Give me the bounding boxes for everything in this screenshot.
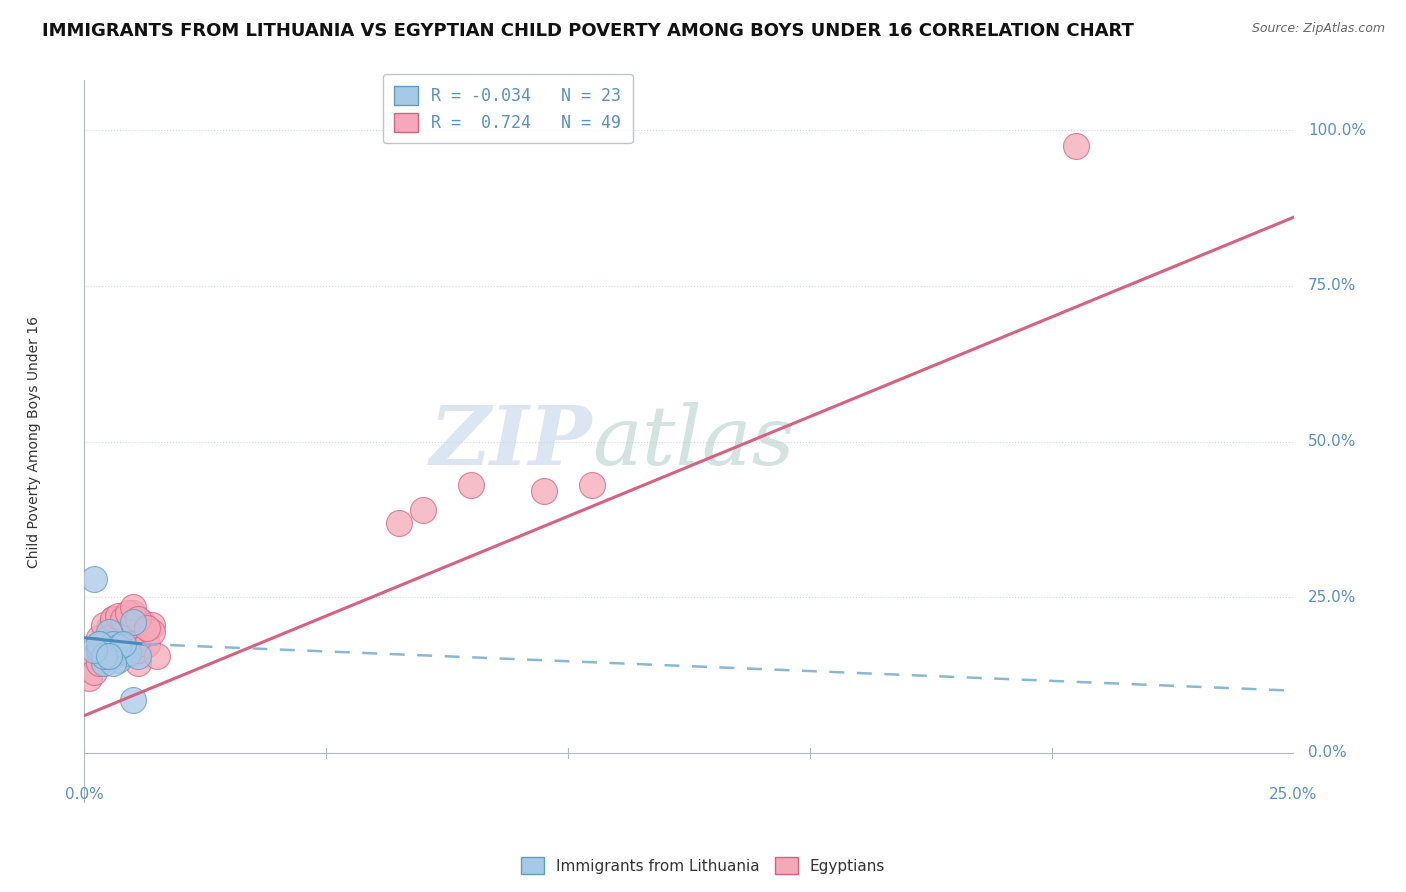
Point [87,637,110,651]
Point [103,612,125,626]
Text: Child Poverty Among Boys Under 16: Child Poverty Among Boys Under 16 [27,316,41,567]
Point [107,609,129,624]
Point [77,671,100,685]
Point [93,640,115,654]
Point [533,484,555,499]
Text: atlas: atlas [592,401,794,482]
Point [97,631,120,645]
Point [117,615,139,630]
Point [117,646,139,660]
Point [136,621,159,635]
Text: 100.0%: 100.0% [1308,122,1367,137]
Point [141,618,163,632]
Point [127,656,149,670]
Point [131,615,153,630]
Point [136,637,159,651]
Point [112,631,135,645]
Point [87,643,110,657]
Text: 25.0%: 25.0% [1308,590,1357,605]
Point [83,572,105,586]
Point [93,618,115,632]
Point [93,649,115,664]
Point [103,631,125,645]
Point [97,624,120,639]
Point [112,637,135,651]
Point [121,646,143,660]
Point [103,637,125,651]
Point [127,643,149,657]
Point [117,631,139,645]
Point [127,649,149,664]
Point [87,637,110,651]
Point [103,612,125,626]
Point [581,478,603,492]
Point [121,606,143,620]
Point [112,643,135,657]
Point [93,656,115,670]
Point [103,646,125,660]
Point [121,599,143,614]
Text: 50.0%: 50.0% [1308,434,1357,449]
Legend: Immigrants from Lithuania, Egyptians: Immigrants from Lithuania, Egyptians [515,851,891,880]
Point [121,693,143,707]
Point [1064,138,1087,153]
Point [121,615,143,630]
Text: ZIP: ZIP [430,401,592,482]
Text: 25.0%: 25.0% [1270,788,1317,802]
Legend: R = -0.034   N = 23, R =  0.724   N = 49: R = -0.034 N = 23, R = 0.724 N = 49 [382,74,633,144]
Point [87,656,110,670]
Point [112,640,135,654]
Text: IMMIGRANTS FROM LITHUANIA VS EGYPTIAN CHILD POVERTY AMONG BOYS UNDER 16 CORRELAT: IMMIGRANTS FROM LITHUANIA VS EGYPTIAN CH… [42,22,1135,40]
Point [127,612,149,626]
Point [93,649,115,664]
Text: 75.0%: 75.0% [1308,278,1357,293]
Point [97,649,120,664]
Point [107,624,129,639]
Point [87,643,110,657]
Point [97,649,120,664]
Point [97,621,120,635]
Point [112,612,135,626]
Point [97,646,120,660]
Point [388,516,411,530]
Point [83,665,105,679]
Point [107,618,129,632]
Point [146,649,169,664]
Point [121,637,143,651]
Point [412,503,434,517]
Point [107,652,129,666]
Point [83,643,105,657]
Point [107,640,129,654]
Text: Source: ZipAtlas.com: Source: ZipAtlas.com [1251,22,1385,36]
Point [93,649,115,664]
Point [103,656,125,670]
Point [87,631,110,645]
Point [107,637,129,651]
Point [103,637,125,651]
Text: 0.0%: 0.0% [65,788,104,802]
Text: 0.0%: 0.0% [1308,746,1347,761]
Point [117,606,139,620]
Point [112,624,135,639]
Point [141,624,163,639]
Point [117,624,139,639]
Point [97,649,120,664]
Point [460,478,482,492]
Point [103,649,125,664]
Point [83,649,105,664]
Point [97,637,120,651]
